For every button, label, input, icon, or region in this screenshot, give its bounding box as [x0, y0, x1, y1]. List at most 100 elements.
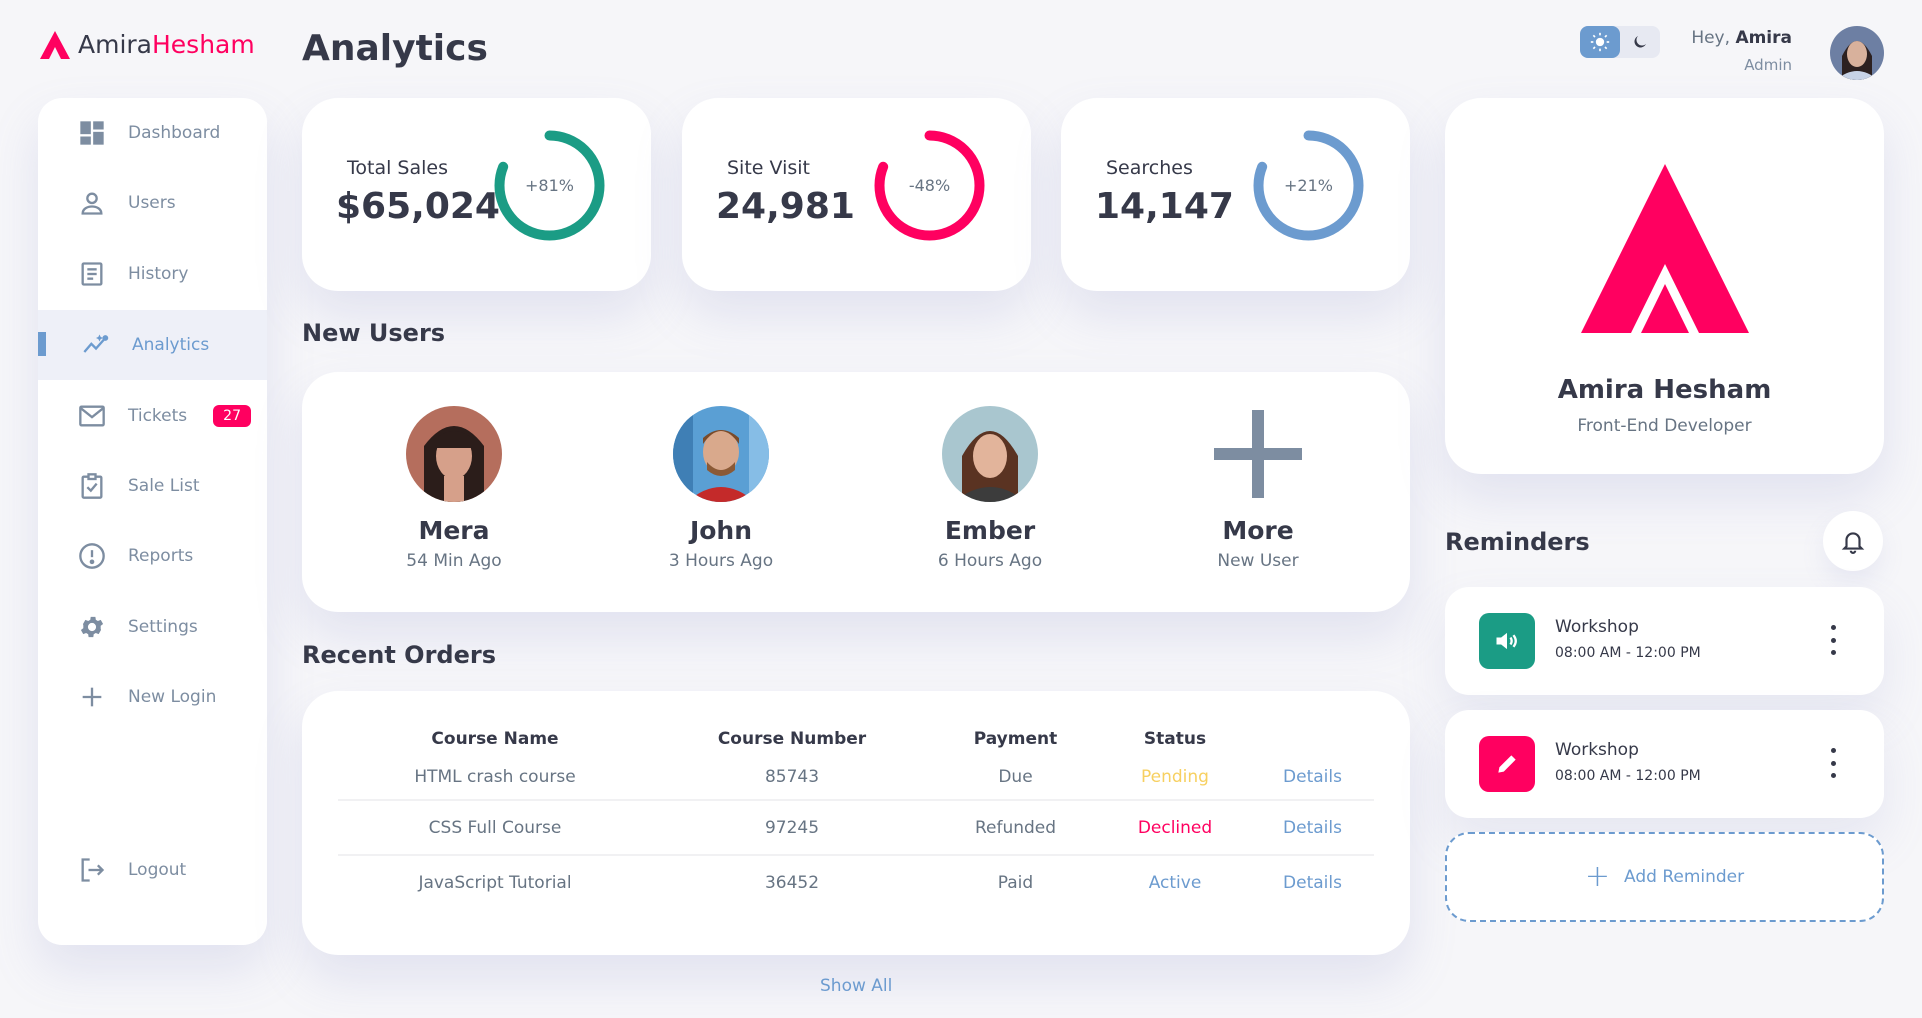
course-name: HTML crash course	[338, 755, 652, 801]
course-name: CSS Full Course	[338, 800, 652, 856]
course-number: 97245	[652, 800, 932, 856]
reminder-icon-box	[1479, 613, 1535, 669]
sidebar-item-label: Sale List	[128, 476, 200, 496]
user-name: Mera	[418, 516, 490, 545]
orders-table: Course Name Course Number Payment Status…	[338, 723, 1374, 910]
course-name: JavaScript Tutorial	[418, 873, 572, 893]
sidebar-item-tickets[interactable]: Tickets 27	[38, 381, 267, 451]
logout-icon	[81, 858, 105, 882]
sidebar-item-label: Reports	[128, 546, 194, 566]
user-time: 3 Hours Ago	[668, 551, 774, 571]
user-card[interactable]: Ember 6 Hours Ago	[890, 406, 1090, 571]
recent-orders-title: Recent Orders	[302, 641, 496, 669]
theme-toggle[interactable]	[1580, 26, 1660, 58]
sidebar-item-reports[interactable]: Reports	[38, 521, 267, 591]
course-number: 85743	[652, 755, 932, 801]
user-name: Ember	[944, 516, 1036, 545]
details-link[interactable]: Details	[1251, 800, 1374, 856]
sun-icon	[1590, 32, 1610, 52]
profile-role: Front-End Developer	[1577, 416, 1752, 436]
sidebar-item-users[interactable]: Users	[38, 168, 267, 238]
sidebar-item-label: Analytics	[132, 335, 210, 355]
brand-first: Amira	[78, 30, 152, 59]
sidebar-item-label: Users	[128, 193, 176, 213]
sidebar-item-logout[interactable]: Logout	[38, 835, 267, 905]
show-all-link[interactable]: Show All	[820, 976, 893, 996]
sidebar-item-history[interactable]: History	[38, 239, 267, 309]
brand-second: Hesham	[152, 30, 255, 59]
stat-label: Site Visit	[727, 157, 811, 179]
reminder-item[interactable]: Workshop 08:00 AM - 12:00 PM	[1445, 587, 1884, 695]
volume-icon	[1496, 632, 1517, 650]
reminder-time: 08:00 AM - 12:00 PM	[1555, 768, 1701, 784]
sidebar-item-new-login[interactable]: New Login	[38, 662, 267, 732]
stat-percent: +21%	[1284, 176, 1333, 195]
sidebar-item-label: New Login	[128, 687, 217, 707]
new-users-title: New Users	[302, 319, 446, 347]
user-icon	[81, 192, 103, 215]
stat-card-site-visit: Site Visit 24,981 -48%	[682, 98, 1031, 291]
reminder-icon-box	[1479, 736, 1535, 792]
details-link[interactable]: Details	[1283, 873, 1342, 893]
brand-name: AmiraHesham	[78, 30, 255, 59]
details-link[interactable]: Details	[1251, 755, 1374, 801]
add-reminder-button[interactable]: + Add Reminder	[1445, 832, 1884, 922]
user-card-more[interactable]: More New User	[1158, 406, 1358, 571]
reminders-title: Reminders	[1445, 528, 1590, 556]
sidebar-item-label: History	[128, 264, 189, 284]
bell-icon	[1841, 532, 1865, 554]
sidebar-item-settings[interactable]: Settings	[38, 592, 267, 662]
sidebar-item-dashboard[interactable]: Dashboard	[38, 98, 267, 168]
table-row: JavaScript Tutorial 36452 Paid Active De…	[338, 855, 1374, 910]
profile-avatar[interactable]	[1830, 26, 1884, 80]
reminder-title: Workshop	[1555, 617, 1639, 637]
column-header: Payment	[973, 729, 1058, 749]
sidebar-item-analytics[interactable]: Analytics	[38, 310, 267, 380]
add-reminder-label: Add Reminder	[1624, 867, 1745, 887]
mail-icon	[79, 405, 105, 427]
brand-logo-icon	[1581, 164, 1749, 333]
moon-icon	[1634, 36, 1646, 48]
progress-ring	[1253, 130, 1364, 241]
light-mode-button[interactable]	[1580, 26, 1620, 58]
user-card[interactable]: John 3 Hours Ago	[621, 406, 821, 571]
reminder-item[interactable]: Workshop 08:00 AM - 12:00 PM	[1445, 710, 1884, 818]
user-role: Admin	[1744, 56, 1792, 74]
user-time: 6 Hours Ago	[937, 551, 1043, 571]
profile-name: Amira Hesham	[1557, 375, 1772, 405]
dark-mode-button[interactable]	[1620, 26, 1660, 58]
column-header: Status	[1143, 729, 1207, 749]
user-greeting: Hey, Amira Admin	[1640, 28, 1792, 74]
course-number: 36452	[764, 873, 820, 893]
payment: Paid	[997, 873, 1034, 893]
greeting-name: Amira	[1735, 28, 1792, 48]
stat-label: Searches	[1106, 157, 1193, 179]
more-options-icon[interactable]	[1827, 625, 1839, 655]
greeting-prefix: Hey,	[1691, 28, 1736, 48]
sidebar-item-sale-list[interactable]: Sale List	[38, 451, 267, 521]
stat-percent: +81%	[525, 176, 574, 195]
notifications-button[interactable]	[1823, 511, 1883, 571]
more-options-icon[interactable]	[1827, 748, 1839, 778]
stat-value: 14,147	[1095, 186, 1234, 227]
recent-orders-card: Course Name Course Number Payment Status…	[302, 691, 1410, 955]
brand-logo[interactable]: AmiraHesham	[40, 30, 255, 59]
plus-icon	[1214, 410, 1302, 498]
sidebar-item-label: Settings	[128, 617, 198, 637]
profile-card: Amira Hesham Front-End Developer	[1445, 98, 1884, 474]
user-card[interactable]: Mera 54 Min Ago	[354, 406, 554, 571]
gear-icon	[80, 616, 104, 638]
table-row: CSS Full Course 97245 Refunded Declined …	[338, 800, 1374, 856]
sidebar-item-label: Dashboard	[128, 123, 221, 143]
status: Pending	[1099, 755, 1251, 801]
table-row: HTML crash course 85743 Due Pending Deta…	[338, 755, 1374, 801]
page-title: Analytics	[302, 28, 488, 69]
new-users-card: Mera 54 Min Ago John 3 Hours Ago Ember 6…	[302, 372, 1410, 612]
user-name: More	[1222, 516, 1294, 545]
user-time: 54 Min Ago	[406, 551, 502, 571]
logo-icon	[40, 30, 70, 59]
grid-icon	[80, 121, 104, 145]
reminder-title: Workshop	[1555, 740, 1639, 760]
plus-icon	[82, 687, 102, 707]
alert-circle-icon	[79, 543, 105, 569]
